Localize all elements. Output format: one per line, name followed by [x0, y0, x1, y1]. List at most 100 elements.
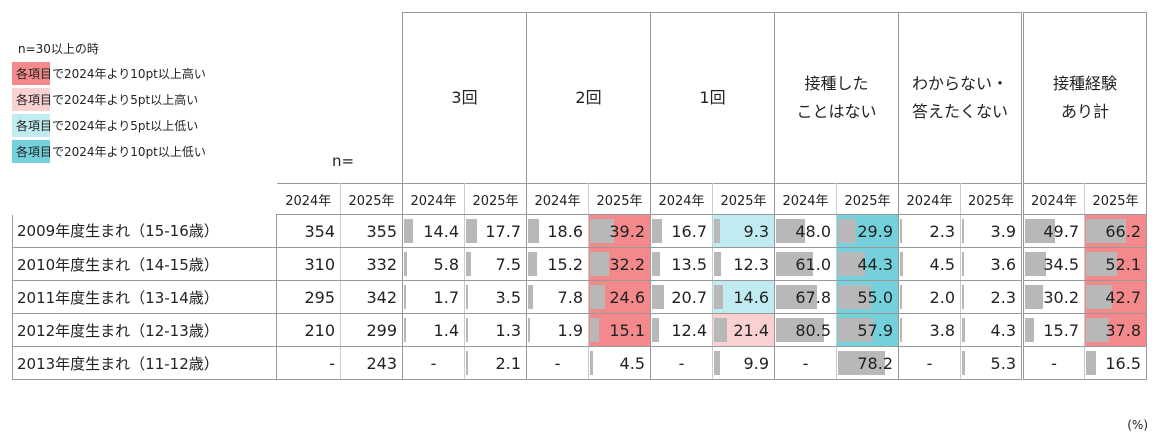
value-cell: -	[1021, 346, 1085, 380]
value-bar	[1086, 285, 1112, 309]
sample-size: -	[276, 346, 341, 380]
group-header-line1: 接種した	[804, 74, 869, 93]
value-bar	[714, 285, 723, 309]
value-bar	[652, 318, 660, 342]
value-label: 7.5	[495, 254, 521, 274]
value-label: 15.7	[1043, 320, 1079, 340]
year-header: 2024年	[402, 183, 465, 215]
value-bar	[466, 285, 469, 309]
group-header-line1: 接種経験	[1052, 74, 1117, 93]
value-dash: -	[678, 353, 685, 373]
value-label: 16.7	[671, 221, 707, 241]
value-label: 12.4	[671, 320, 707, 340]
value-bar	[1086, 318, 1109, 342]
value-bar	[1086, 219, 1126, 243]
value-bar	[404, 252, 408, 276]
value-label: 1.4	[433, 320, 459, 340]
value-cell: 5.8	[402, 247, 465, 281]
value-cell: 17.7	[464, 214, 527, 248]
value-cell: 7.5	[464, 247, 527, 281]
group-header-line2: 答えたくない	[911, 102, 1008, 121]
value-bar	[838, 351, 885, 375]
value-label: 14.4	[423, 221, 459, 241]
value-cell: 61.0	[774, 247, 837, 281]
value-cell: 80.5	[774, 313, 837, 347]
value-bar	[466, 318, 468, 342]
value-bar	[590, 351, 593, 375]
value-label: 13.5	[671, 254, 707, 274]
row-label: 2011年度生まれ（13-14歳）	[12, 280, 277, 314]
value-label: 42.7	[1105, 287, 1141, 307]
group-header-line1: 2回	[575, 88, 602, 107]
value-cell: 1.3	[464, 313, 527, 347]
value-label: 16.5	[1105, 353, 1141, 373]
year-header: 2025年	[836, 183, 899, 215]
value-bar	[1086, 351, 1096, 375]
value-label: 66.2	[1105, 221, 1141, 241]
sample-size: 243	[340, 346, 403, 380]
value-cell: 16.7	[650, 214, 713, 248]
value-bar	[962, 252, 965, 276]
value-cell: 15.7	[1021, 313, 1085, 347]
value-label: 29.9	[857, 221, 893, 241]
value-cell: 2.3	[898, 214, 961, 248]
value-label: 15.2	[547, 254, 583, 274]
value-bar	[962, 351, 966, 375]
value-label: 15.1	[609, 320, 645, 340]
table-row: 2013年度生まれ（11-12歳） -243-2.1-4.5-9.9-78.2-5…	[12, 346, 1147, 380]
value-bar	[1025, 318, 1035, 342]
value-label: 12.3	[733, 254, 769, 274]
value-cell: 18.6	[526, 214, 589, 248]
group-header: 1回	[650, 12, 775, 184]
value-bar	[962, 285, 964, 309]
value-bar	[466, 219, 477, 243]
sample-size: 354	[276, 214, 341, 248]
value-bar	[900, 285, 902, 309]
value-cell: 37.8	[1084, 313, 1147, 347]
sample-size: 310	[276, 247, 341, 281]
value-cell: -	[898, 346, 961, 380]
value-cell: 15.1	[588, 313, 651, 347]
value-bar	[962, 219, 965, 243]
value-bar	[1025, 285, 1044, 309]
value-bar	[900, 219, 902, 243]
value-cell: 4.3	[960, 313, 1023, 347]
value-cell: -	[526, 346, 589, 380]
row-label: 2013年度生まれ（11-12歳）	[12, 346, 277, 380]
value-bar	[590, 252, 610, 276]
value-dash: -	[926, 353, 933, 373]
value-bar	[962, 318, 965, 342]
group-header-line2: ことはない	[796, 102, 877, 121]
highlight-fill	[713, 281, 774, 313]
value-label: 1.7	[433, 287, 459, 307]
value-cell: 24.6	[588, 280, 651, 314]
value-cell: 7.8	[526, 280, 589, 314]
sample-size: 355	[340, 214, 403, 248]
highlight-fill	[713, 215, 774, 247]
value-cell: 52.1	[1084, 247, 1147, 281]
value-bar	[528, 285, 533, 309]
value-bar	[714, 351, 720, 375]
value-label: 55.0	[857, 287, 893, 307]
value-bar	[1025, 252, 1046, 276]
value-label: 37.8	[1105, 320, 1141, 340]
group-header-line2: あり計	[1060, 102, 1109, 121]
value-label: 3.5	[495, 287, 521, 307]
value-label: 39.2	[609, 221, 645, 241]
value-bar	[466, 351, 468, 375]
value-cell: 14.6	[712, 280, 775, 314]
year-header: 2025年	[340, 183, 403, 215]
value-cell: -	[402, 346, 465, 380]
year-header: 2025年	[464, 183, 527, 215]
value-cell: 9.3	[712, 214, 775, 248]
value-bar	[838, 219, 856, 243]
value-label: 80.5	[795, 320, 831, 340]
value-label: 48.0	[795, 221, 831, 241]
year-header: 2024年	[276, 183, 341, 215]
value-bar	[590, 219, 614, 243]
value-label: 21.4	[733, 320, 769, 340]
value-bar	[838, 252, 865, 276]
value-bar	[528, 219, 540, 243]
value-bar	[404, 219, 413, 243]
value-cell: 21.4	[712, 313, 775, 347]
